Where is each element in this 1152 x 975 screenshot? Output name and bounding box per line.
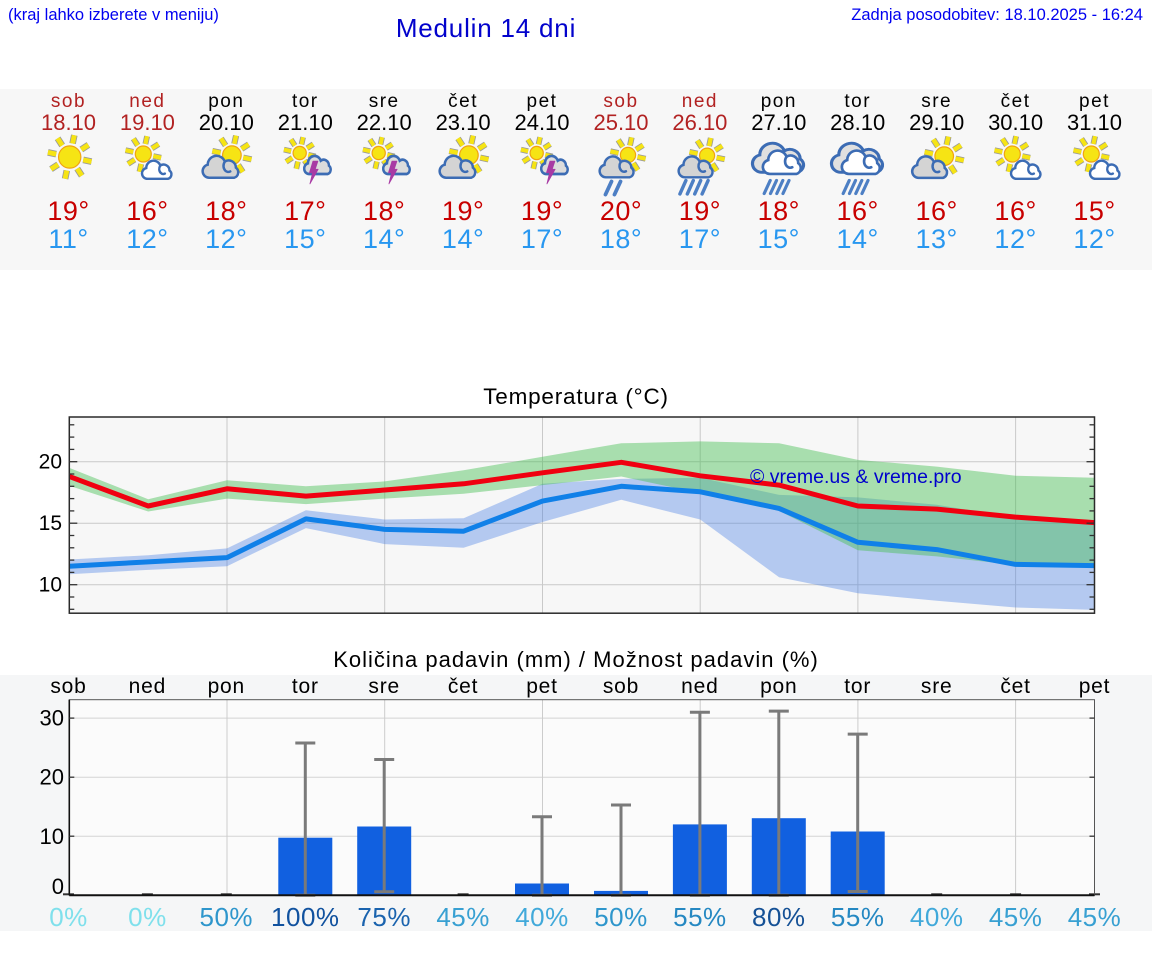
svg-text:100%: 100% bbox=[271, 902, 340, 932]
svg-text:ned: ned bbox=[129, 675, 166, 698]
svg-text:20: 20 bbox=[40, 765, 64, 790]
svg-text:15: 15 bbox=[39, 512, 62, 535]
svg-text:tor: tor bbox=[292, 675, 319, 698]
svg-text:sob: sob bbox=[603, 675, 639, 698]
svg-text:pet: pet bbox=[526, 675, 558, 698]
svg-text:ned: ned bbox=[681, 675, 718, 698]
svg-text:45%: 45% bbox=[1068, 902, 1122, 932]
svg-text:30: 30 bbox=[40, 706, 64, 731]
svg-text:55%: 55% bbox=[673, 902, 727, 932]
svg-text:45%: 45% bbox=[989, 902, 1043, 932]
svg-text:10: 10 bbox=[40, 824, 64, 849]
svg-text:čet: čet bbox=[448, 675, 478, 698]
svg-text:40%: 40% bbox=[910, 902, 964, 932]
svg-text:čet: čet bbox=[1000, 675, 1030, 698]
svg-text:sob: sob bbox=[50, 675, 86, 698]
svg-text:10: 10 bbox=[39, 574, 62, 597]
svg-text:50%: 50% bbox=[200, 902, 254, 932]
svg-text:sre: sre bbox=[921, 675, 953, 698]
svg-text:80%: 80% bbox=[752, 902, 806, 932]
svg-text:40%: 40% bbox=[515, 902, 569, 932]
svg-text:75%: 75% bbox=[357, 902, 411, 932]
svg-text:pon: pon bbox=[208, 675, 245, 698]
svg-text:pon: pon bbox=[760, 675, 797, 698]
svg-text:0%: 0% bbox=[128, 902, 167, 932]
svg-text:20: 20 bbox=[39, 451, 62, 474]
svg-text:0%: 0% bbox=[49, 902, 88, 932]
svg-text:tor: tor bbox=[844, 675, 871, 698]
svg-text:55%: 55% bbox=[831, 902, 885, 932]
svg-text:sre: sre bbox=[368, 675, 400, 698]
svg-text:45%: 45% bbox=[436, 902, 490, 932]
svg-text:50%: 50% bbox=[594, 902, 648, 932]
svg-text:pet: pet bbox=[1079, 675, 1111, 698]
svg-text:0: 0 bbox=[52, 874, 64, 899]
svg-text:© vreme.us & vreme.pro: © vreme.us & vreme.pro bbox=[750, 466, 962, 488]
